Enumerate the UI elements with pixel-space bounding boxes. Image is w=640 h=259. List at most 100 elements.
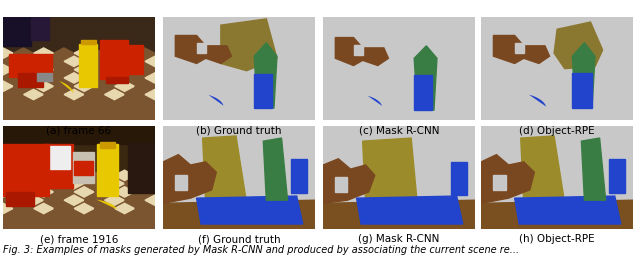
Polygon shape [135, 170, 155, 181]
Polygon shape [95, 203, 114, 214]
Polygon shape [74, 203, 94, 214]
Text: (g) Mask R-CNN: (g) Mask R-CNN [358, 234, 440, 244]
Polygon shape [203, 136, 246, 203]
Polygon shape [221, 19, 277, 71]
Polygon shape [135, 203, 155, 214]
Polygon shape [54, 170, 74, 181]
Polygon shape [104, 73, 124, 83]
Polygon shape [84, 178, 104, 189]
Bar [100, 142, 115, 148]
Polygon shape [196, 43, 205, 53]
Polygon shape [145, 89, 164, 100]
Bar [31, 17, 49, 40]
Text: (c) Mask R-CNN: (c) Mask R-CNN [359, 126, 439, 136]
Bar [106, 77, 127, 83]
Polygon shape [54, 81, 74, 91]
Polygon shape [0, 48, 13, 58]
Polygon shape [554, 22, 603, 69]
Polygon shape [521, 136, 564, 203]
Polygon shape [0, 170, 13, 181]
Polygon shape [74, 64, 94, 75]
Polygon shape [95, 170, 114, 181]
Polygon shape [323, 159, 375, 203]
Polygon shape [254, 74, 273, 108]
Polygon shape [96, 199, 116, 209]
Polygon shape [64, 178, 84, 189]
Polygon shape [95, 64, 114, 75]
Polygon shape [34, 64, 54, 75]
Polygon shape [0, 203, 13, 214]
Polygon shape [3, 178, 23, 189]
Bar [3, 144, 49, 196]
Polygon shape [104, 89, 124, 100]
Polygon shape [493, 175, 506, 190]
Text: Fig. 3: Examples of masks generated by Mask R-CNN and produced by associating th: Fig. 3: Examples of masks generated by M… [3, 245, 519, 255]
Polygon shape [135, 81, 155, 91]
Polygon shape [145, 178, 164, 189]
Polygon shape [335, 38, 388, 66]
Polygon shape [59, 81, 74, 93]
Polygon shape [115, 64, 134, 75]
Polygon shape [609, 159, 625, 193]
Bar [3, 172, 155, 229]
Polygon shape [323, 200, 475, 229]
Bar [3, 126, 155, 144]
Polygon shape [34, 187, 54, 197]
Polygon shape [115, 81, 134, 91]
Polygon shape [104, 56, 124, 67]
Polygon shape [145, 195, 164, 205]
Polygon shape [84, 195, 104, 205]
Bar [79, 44, 97, 87]
Polygon shape [13, 48, 33, 58]
Polygon shape [0, 81, 13, 91]
Polygon shape [125, 178, 145, 189]
Polygon shape [175, 35, 232, 63]
Polygon shape [34, 48, 54, 58]
Polygon shape [291, 159, 307, 193]
Polygon shape [115, 203, 134, 214]
Polygon shape [24, 56, 44, 67]
Polygon shape [64, 195, 84, 205]
Text: (d) Object-RPE: (d) Object-RPE [519, 126, 595, 136]
Polygon shape [95, 187, 114, 197]
Polygon shape [13, 170, 33, 181]
Polygon shape [64, 56, 84, 67]
Polygon shape [135, 187, 155, 197]
Polygon shape [3, 195, 23, 205]
Polygon shape [34, 203, 54, 214]
Polygon shape [44, 178, 63, 189]
Polygon shape [135, 48, 155, 58]
Polygon shape [414, 46, 437, 110]
Polygon shape [34, 81, 54, 91]
Polygon shape [115, 48, 134, 58]
Polygon shape [125, 73, 145, 83]
Bar [3, 17, 31, 46]
Polygon shape [64, 89, 84, 100]
Polygon shape [44, 73, 63, 83]
Polygon shape [54, 64, 74, 75]
Polygon shape [104, 195, 124, 205]
Polygon shape [74, 81, 94, 91]
Polygon shape [3, 56, 23, 67]
Polygon shape [353, 45, 363, 55]
Bar [9, 54, 52, 77]
Polygon shape [24, 89, 44, 100]
Polygon shape [95, 81, 114, 91]
Polygon shape [84, 89, 104, 100]
Bar [45, 146, 70, 169]
Bar [73, 152, 94, 183]
Text: (e) frame 1916: (e) frame 1916 [40, 234, 118, 244]
Polygon shape [54, 187, 74, 197]
Polygon shape [356, 196, 463, 224]
Polygon shape [95, 48, 114, 58]
Polygon shape [363, 138, 417, 203]
Polygon shape [3, 73, 23, 83]
Bar [97, 144, 118, 196]
Polygon shape [44, 195, 63, 205]
Polygon shape [368, 96, 382, 106]
Polygon shape [13, 187, 33, 197]
Polygon shape [3, 89, 23, 100]
Polygon shape [74, 48, 94, 58]
Polygon shape [335, 177, 348, 192]
Bar [19, 73, 43, 87]
